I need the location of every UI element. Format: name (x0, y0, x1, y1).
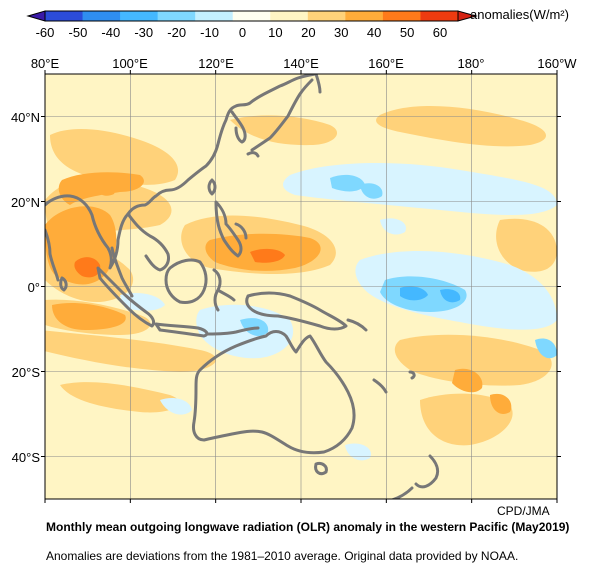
lon-label-100e: 100°E (112, 56, 148, 71)
colorbar-units-label: anomalies(W/m²) (470, 7, 569, 22)
colorbar: -60 -50 -40 -30 -20 -10 0 10 20 30 40 50 60 anomalie… (26, 7, 569, 40)
taiwan-coastline (207, 178, 217, 196)
new-zealand-coastline (390, 454, 440, 499)
asia-coastline (45, 74, 317, 270)
lat-label-40n: 40°N (11, 110, 40, 125)
colorbar-ticks: -60 -50 -40 -30 -20 -10 0 10 20 30 40 50 60 (36, 25, 448, 40)
negative-anomaly-strong (400, 286, 461, 303)
colorbar-segments (44, 10, 459, 22)
credit-label: CPD/JMA (497, 504, 550, 518)
lat-label-20s: 20°S (12, 365, 41, 380)
sulawesi-coastline (212, 268, 236, 312)
colorbar-tick-label: 40 (367, 25, 381, 40)
colorbar-tick-label: 50 (400, 25, 414, 40)
colorbar-segment (270, 11, 309, 21)
colorbar-segment (195, 11, 234, 21)
borneo-coastline (164, 258, 208, 304)
colorbar-tick-label: -10 (200, 25, 219, 40)
lat-label-20n: 20°N (11, 195, 40, 210)
new-caledonia-coastline (372, 378, 388, 394)
colorbar-tick-label: -60 (36, 25, 55, 40)
colorbar-segment (232, 11, 271, 21)
positive-anomaly-strong (74, 248, 285, 278)
colorbar-segment (307, 11, 346, 21)
colorbar-tick-label: 30 (334, 25, 348, 40)
colorbar-left-arrow (26, 10, 46, 22)
colorbar-tick-label: -40 (101, 25, 120, 40)
lon-label-160e: 160°E (368, 56, 404, 71)
philippines-coastline (214, 200, 243, 258)
australia-coastline (192, 330, 356, 455)
lat-label-0: 0° (28, 280, 40, 295)
colorbar-tick-label: 10 (268, 25, 282, 40)
japan-coastline (250, 78, 314, 152)
colorbar-right-arrow (457, 10, 478, 22)
fiji-coastline (408, 370, 416, 380)
tasmania-coastline (314, 462, 328, 476)
coastlines (45, 74, 440, 499)
map-frame-ticks (41, 70, 561, 503)
india-coastline (45, 228, 60, 282)
colorbar-segment (120, 11, 159, 21)
colorbar-segment (82, 11, 121, 21)
colorbar-tick-label: 20 (301, 25, 315, 40)
solomon-islands-coastline (346, 318, 368, 332)
colorbar-tick-label: -30 (134, 25, 153, 40)
malay-peninsula-coastline (110, 246, 134, 298)
lesser-sunda-coastline (206, 326, 260, 336)
sumatra-coastline (96, 266, 156, 328)
longitude-labels: 80°E 100°E 120°E 140°E 160°E 180° 160°W (31, 56, 577, 71)
lon-label-180: 180° (458, 56, 485, 71)
sri-lanka-coastline (59, 276, 68, 292)
colorbar-segment (420, 11, 459, 21)
lon-label-120e: 120°E (198, 56, 234, 71)
lat-label-40s: 40°S (12, 450, 41, 465)
colorbar-segment (45, 11, 84, 21)
java-coastline (154, 322, 209, 338)
map-panel: 80°E 100°E 120°E 140°E 160°E 180° 160°W … (11, 56, 577, 503)
map-gridlines (45, 74, 557, 499)
colorbar-tick-label: -50 (69, 25, 88, 40)
latitude-labels: 40°N 20°N 0° 20°S 40°S (11, 110, 40, 465)
figure-caption-note: Anomalies are deviations from the 1981–2… (46, 549, 519, 563)
colorbar-tick-label: 0 (239, 25, 246, 40)
lon-label-80e: 80°E (31, 56, 60, 71)
korean-peninsula-coastline (230, 110, 247, 144)
lon-label-160w: 160°W (537, 56, 577, 71)
colorbar-segment (382, 11, 421, 21)
colorbar-segment (345, 11, 384, 21)
colorbar-tick-label: -20 (167, 25, 186, 40)
colorbar-segment (157, 11, 196, 21)
kamchatka-coastline (314, 74, 322, 94)
new-guinea-coastline (245, 291, 348, 331)
figure-caption-title: Monthly mean outgoing longwave radiation… (46, 520, 570, 534)
indochina-coastline (126, 212, 170, 272)
lon-label-140e: 140°E (283, 56, 319, 71)
colorbar-tick-label: 60 (433, 25, 447, 40)
